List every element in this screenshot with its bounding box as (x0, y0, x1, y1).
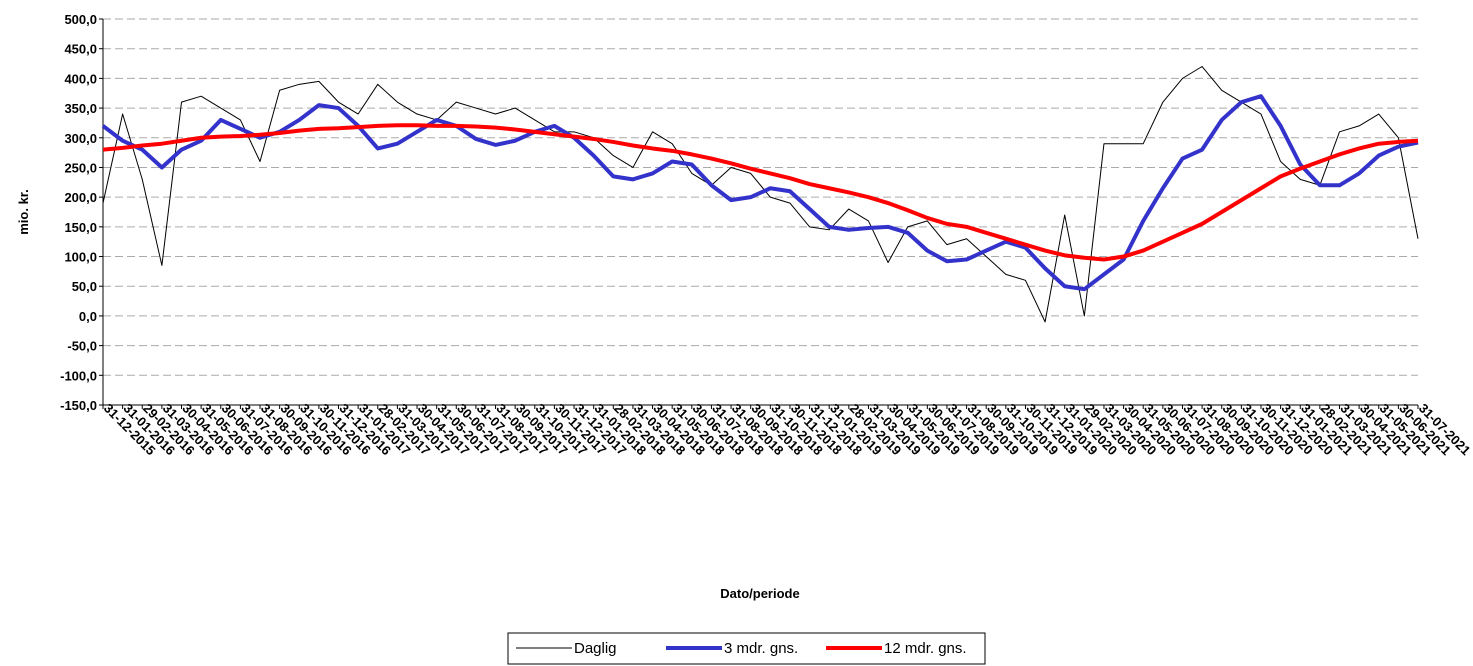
y-tick-label: 350,0 (64, 101, 97, 116)
series-line (102, 123, 1419, 262)
y-tick-label: 0,0 (79, 309, 97, 324)
y-axis-title: mio. kr. (16, 189, 31, 235)
series-line (101, 94, 1419, 292)
legend-label: 12 mdr. gns. (884, 640, 967, 657)
series-line (102, 66, 1419, 323)
legend-label: Daglig (574, 640, 617, 657)
y-tick-label: -150,0 (60, 398, 97, 413)
y-tick-label: 300,0 (64, 131, 97, 146)
y-tick-label: 200,0 (64, 190, 97, 205)
y-tick-label: -100,0 (60, 368, 97, 383)
y-tick-label: 500,0 (64, 12, 97, 27)
legend-box (507, 632, 986, 665)
y-tick-label: 250,0 (64, 160, 97, 175)
y-tick-label: 100,0 (64, 250, 97, 265)
y-tick-label: 450,0 (64, 42, 97, 57)
y-tick-label: 50,0 (72, 279, 97, 294)
y-tick-label: 400,0 (64, 71, 97, 86)
x-axis-title: Dato/periode (720, 586, 799, 601)
y-tick-label: -50,0 (67, 339, 97, 354)
legend-label: 3 mdr. gns. (724, 640, 798, 657)
y-tick-label: 150,0 (64, 220, 97, 235)
